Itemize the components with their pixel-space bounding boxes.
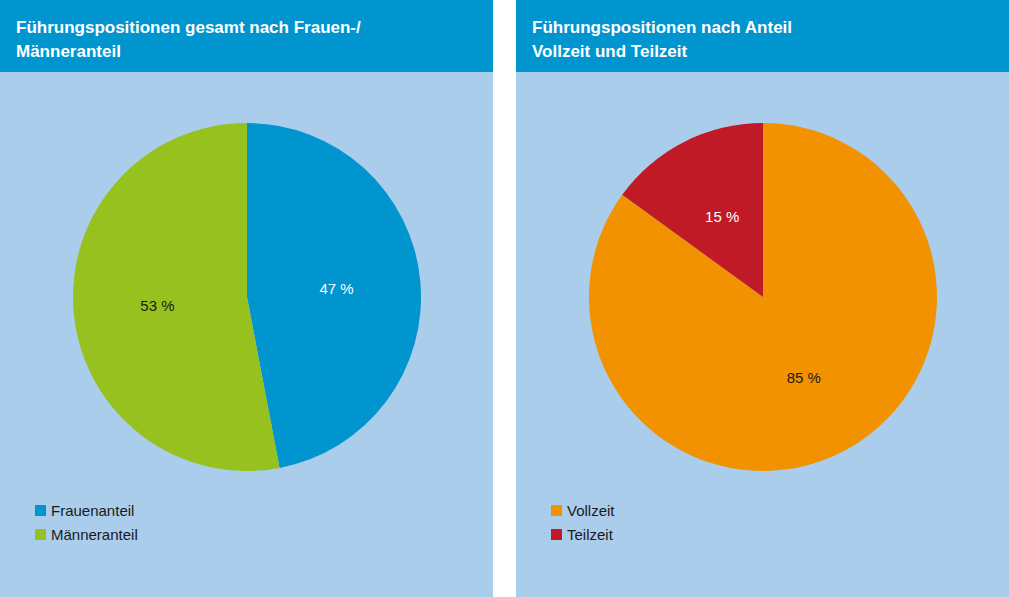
svg-text:Vollzeit und Teilzeit: Vollzeit und Teilzeit: [532, 42, 688, 61]
svg-text:Führungspositionen nach Anteil: Führungspositionen nach Anteil: [532, 18, 792, 37]
svg-text:15 %: 15 %: [705, 208, 739, 225]
svg-text:85 %: 85 %: [787, 369, 821, 386]
svg-text:47 %: 47 %: [319, 280, 353, 297]
svg-text:Frauenanteil: Frauenanteil: [51, 502, 134, 519]
svg-text:Vollzeit: Vollzeit: [567, 502, 615, 519]
svg-text:Männeranteil: Männeranteil: [16, 42, 121, 61]
svg-text:Männeranteil: Männeranteil: [51, 526, 138, 543]
svg-text:53 %: 53 %: [140, 297, 174, 314]
svg-text:Teilzeit: Teilzeit: [567, 526, 614, 543]
svg-text:Führungspositionen gesamt nach: Führungspositionen gesamt nach Frauen-/: [16, 18, 361, 37]
